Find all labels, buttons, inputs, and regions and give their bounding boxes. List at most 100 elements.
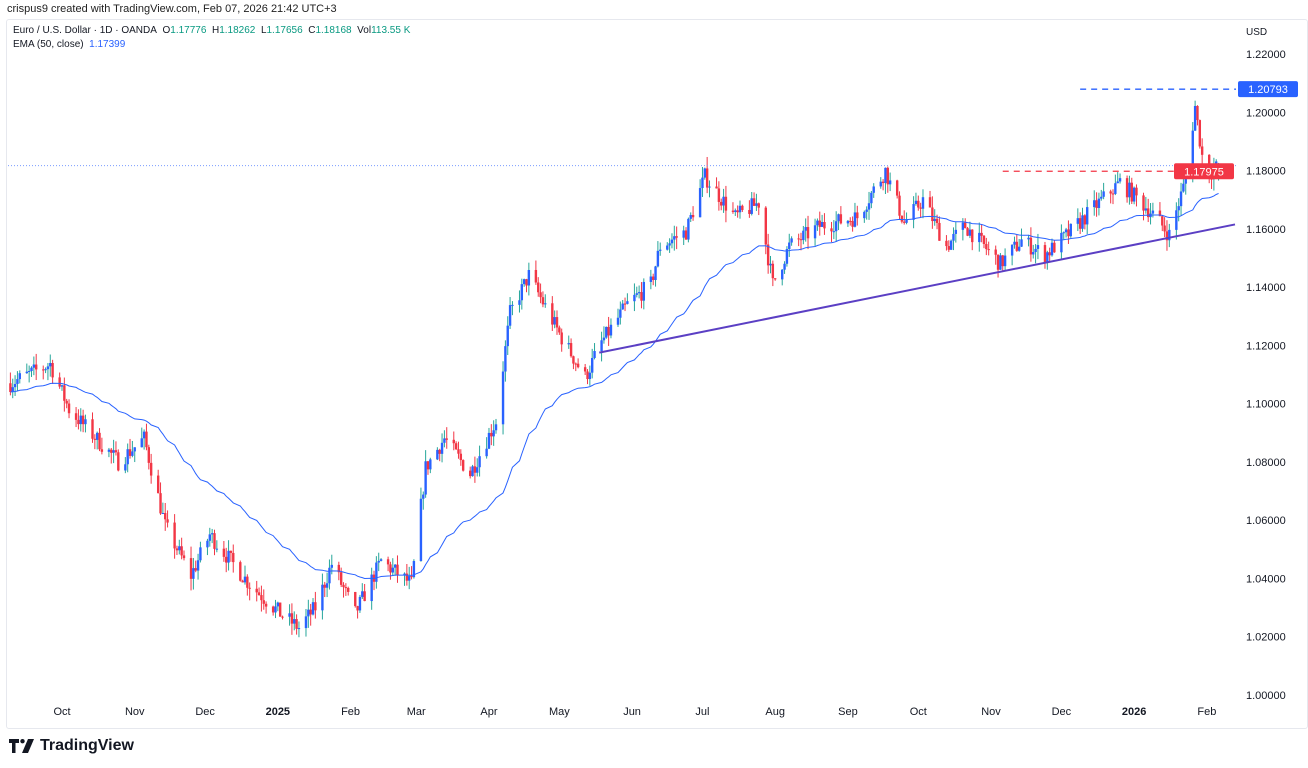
candle-body (1034, 248, 1037, 253)
candle-body (752, 198, 756, 206)
ema-label[interactable]: EMA (50, close) (13, 39, 84, 50)
open-label: O (162, 25, 171, 36)
candle-body (117, 452, 120, 471)
candle-body (602, 337, 606, 341)
candle-body (478, 456, 481, 468)
candle-body (919, 207, 922, 209)
candle-body (1128, 182, 1131, 198)
ema-value: 1.17399 (89, 39, 126, 50)
candle-body (1146, 208, 1150, 218)
candle-body (140, 438, 143, 448)
candle-body (703, 168, 707, 178)
candle-body (1050, 242, 1054, 256)
y-tick-label: 1.22000 (1246, 49, 1286, 61)
candle-body (34, 364, 38, 370)
candle-body (276, 602, 280, 607)
candle-body (720, 201, 723, 206)
candle-body (297, 628, 301, 630)
candle-body (1062, 232, 1065, 234)
candle-body (156, 475, 160, 494)
candle-body (717, 188, 721, 202)
candle-body (537, 282, 540, 293)
candle-body (60, 385, 64, 387)
candle-body (949, 240, 953, 250)
candle-body (724, 196, 728, 211)
candle-body (755, 203, 758, 206)
candle-body (25, 371, 29, 374)
candle-body (1116, 181, 1119, 184)
candle-body (1069, 223, 1072, 237)
candle-body (248, 587, 251, 589)
candle-body (84, 419, 87, 425)
level-price-label: 1.20793 (1248, 84, 1288, 96)
candle-body (1191, 130, 1194, 179)
candle-body (339, 572, 343, 585)
candle-body (74, 413, 78, 420)
candle-body (288, 613, 291, 617)
candle-body (67, 403, 71, 414)
y-tick-label: 1.20000 (1246, 107, 1286, 119)
candle-body (307, 609, 310, 617)
candle-body (539, 292, 542, 298)
candle-body (715, 186, 718, 189)
candle-body (426, 461, 430, 470)
candle-body (832, 231, 836, 233)
candle-body (849, 220, 852, 222)
x-tick-label: Mar (407, 706, 426, 718)
candle-body (971, 229, 974, 243)
candle-body (1083, 215, 1087, 225)
candle-body (1200, 146, 1204, 155)
x-tick-label: Aug (765, 706, 785, 718)
candle-body (1013, 241, 1016, 245)
price-chart[interactable]: 1.22000 1.20000 1.18000 1.16000 1.14000 1.120… (0, 0, 1308, 730)
ema-row: EMA (50, close) 1.17399 (13, 38, 410, 52)
candle-body (145, 431, 148, 448)
candle-body (1017, 246, 1021, 251)
candle-body (344, 587, 348, 589)
candle-body (142, 431, 146, 439)
candle-body (895, 180, 899, 196)
candle-body (494, 424, 498, 431)
candle-body (63, 385, 66, 401)
candle-body (879, 181, 882, 187)
candle-body (208, 534, 211, 541)
candle-body (520, 284, 524, 301)
credit-line: crispus9 created with TradingView.com, F… (7, 3, 337, 15)
candle-body (839, 214, 843, 224)
candle-body (705, 168, 709, 188)
candle-body (1132, 187, 1136, 202)
candle-body (459, 453, 463, 461)
candle-body (100, 449, 104, 452)
tradingview-logo[interactable]: TradingView (9, 737, 134, 755)
candle-body (846, 220, 850, 224)
tradingview-logo-icon (9, 739, 34, 753)
level-price-label: 1.17975 (1184, 166, 1224, 178)
candle-body (1020, 239, 1023, 247)
candle-body (938, 222, 941, 241)
candle-body (684, 230, 688, 240)
candle-body (337, 564, 341, 573)
candle-body (260, 595, 263, 601)
x-tick-label: Jul (695, 706, 709, 718)
candle-body (668, 243, 671, 246)
candle-body (1175, 210, 1178, 230)
candle-body (1198, 120, 1202, 147)
candle-body (243, 576, 247, 583)
candle-body (42, 369, 45, 371)
x-tick-label: Apr (480, 706, 497, 718)
candle-body (114, 450, 118, 453)
candle-body (361, 591, 364, 597)
level-price-badge (1174, 163, 1234, 180)
symbol-title[interactable]: Euro / U.S. Dollar · 1D · OANDA (13, 25, 157, 36)
candle-body (605, 326, 608, 338)
candle-body (708, 186, 711, 188)
candle-body (518, 300, 521, 305)
candle-body (295, 619, 298, 629)
candle-body (952, 233, 955, 241)
x-tick-label: Oct (910, 706, 927, 718)
candle-body (210, 533, 214, 535)
candle-body (412, 561, 416, 578)
volume-label: Vol (357, 25, 372, 36)
candle-body (255, 588, 258, 593)
candle-body (722, 196, 725, 206)
